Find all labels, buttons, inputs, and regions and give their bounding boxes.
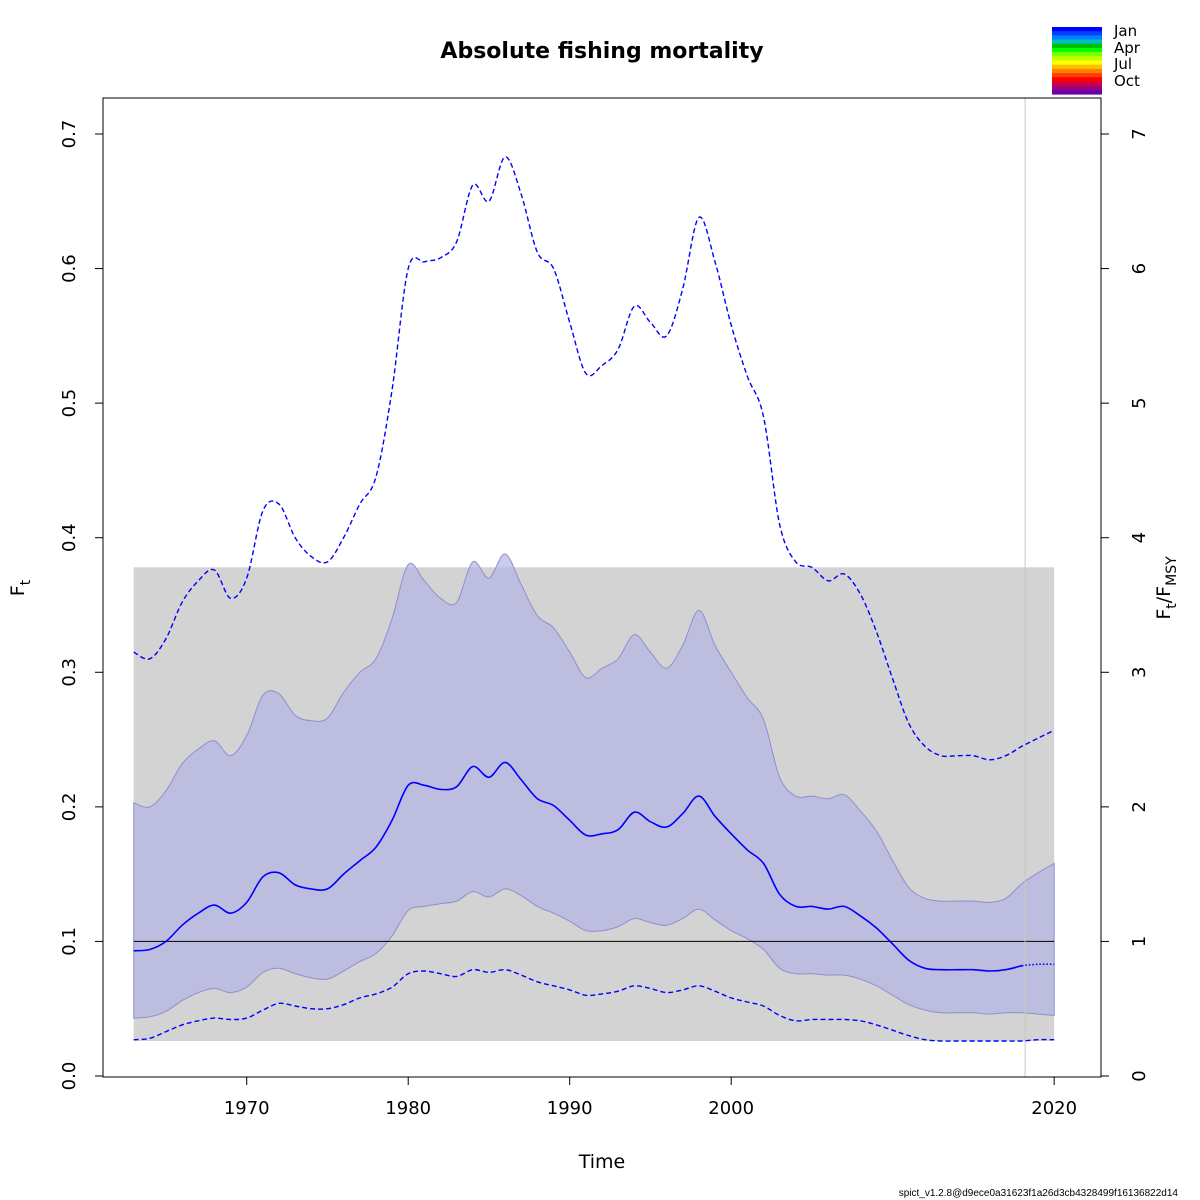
y2-axis-title: Ft/FMSY — [1153, 556, 1180, 620]
chart-title: Absolute fishing mortality — [440, 39, 763, 64]
y-axis-title-main: F — [7, 585, 29, 596]
y2-axis-title-sub-2: MSY — [1164, 556, 1180, 586]
legend-swatch — [1052, 68, 1102, 74]
upper-ci-line — [133, 156, 1055, 761]
estimate-line — [133, 761, 1023, 972]
y-tick-label: 0.3 — [59, 658, 80, 687]
y2-tick-label: 3 — [1129, 667, 1150, 678]
legend-swatch — [1052, 43, 1102, 49]
legend-swatch — [1052, 52, 1102, 57]
legend-swatches — [1052, 27, 1102, 95]
estimate-ci-band — [133, 553, 1055, 1019]
y2-tick-label: 4 — [1129, 532, 1150, 543]
legend-swatch — [1052, 47, 1102, 53]
legend-swatch — [1052, 85, 1102, 91]
month-legend: Jan Apr Jul Oct — [1052, 22, 1141, 95]
legend-swatch — [1052, 77, 1102, 83]
axes: 1970 1980 1990 2000 2020 0.0 0.1 0.2 0.3 0.4 0.5 0.… — [59, 120, 1150, 1119]
y2-axis-title-sub-1: t — [1164, 603, 1180, 609]
legend-swatch — [1052, 35, 1102, 41]
plot-area — [133, 98, 1055, 1077]
y2-axis-title-main-2: F — [1153, 586, 1175, 597]
legend-label-jul: Jul — [1113, 55, 1132, 73]
x-tick-label: 1980 — [385, 1098, 431, 1119]
y2-tick-label: 6 — [1129, 263, 1150, 274]
legend-swatch — [1052, 73, 1102, 78]
legend-label-oct: Oct — [1114, 72, 1140, 90]
y2-tick-label: 0 — [1129, 1070, 1150, 1081]
lower-ci-line — [133, 968, 1055, 1042]
legend-label-apr: Apr — [1114, 39, 1141, 57]
legend-swatch — [1052, 31, 1102, 36]
y2-tick-label: 7 — [1129, 128, 1150, 139]
y2-tick-label: 1 — [1129, 936, 1150, 947]
x-axis-title: Time — [578, 1151, 626, 1173]
x-tick-label: 1990 — [547, 1098, 593, 1119]
y2-axis-title-main-1: F — [1153, 609, 1175, 620]
y-tick-label: 0.2 — [59, 793, 80, 822]
y-tick-label: 0.7 — [59, 120, 80, 149]
plot-frame — [102, 97, 1102, 1078]
y-tick-label: 0.1 — [59, 927, 80, 956]
x-tick-label: 2000 — [708, 1098, 754, 1119]
y2-tick-label: 2 — [1129, 801, 1150, 812]
legend-swatch — [1052, 27, 1102, 32]
y2-axis-title-slash: / — [1153, 596, 1175, 603]
legend-swatch — [1052, 64, 1102, 70]
y-axis-title-sub: t — [18, 579, 34, 585]
legend-swatch — [1052, 81, 1102, 87]
y-axis-title: Ft — [7, 579, 34, 596]
legend-swatch — [1052, 89, 1102, 95]
legend-swatch — [1052, 60, 1102, 66]
version-footer: spict_v1.2.8@d9ece0a31623f1a26d3cb432849… — [899, 1188, 1179, 1199]
x-tick-label: 2020 — [1031, 1098, 1077, 1119]
legend-swatch — [1052, 56, 1102, 62]
y-tick-label: 0.4 — [59, 523, 80, 552]
y-tick-label: 0.6 — [59, 254, 80, 283]
forecast-line — [1021, 963, 1055, 967]
legend-label-jan: Jan — [1113, 22, 1137, 40]
x-tick-label: 1970 — [224, 1098, 270, 1119]
legend-swatch — [1052, 39, 1102, 45]
y2-tick-label: 5 — [1129, 397, 1150, 408]
y-tick-label: 0.0 — [59, 1062, 80, 1091]
y-tick-label: 0.5 — [59, 389, 80, 418]
